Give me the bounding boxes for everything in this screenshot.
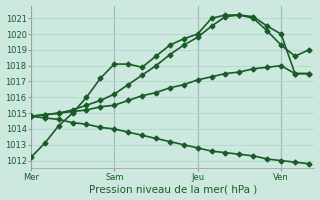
X-axis label: Pression niveau de la mer( hPa ): Pression niveau de la mer( hPa ) [89, 184, 257, 194]
